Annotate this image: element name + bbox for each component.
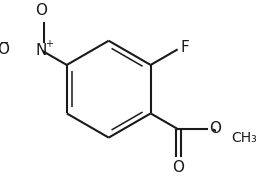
Text: −: − xyxy=(0,38,9,48)
Text: O: O xyxy=(35,3,47,18)
Text: N: N xyxy=(36,43,47,58)
Text: F: F xyxy=(180,40,189,55)
Text: O: O xyxy=(172,160,184,175)
Text: O: O xyxy=(209,121,221,136)
Text: O: O xyxy=(0,42,9,57)
Text: +: + xyxy=(45,39,53,49)
Text: CH₃: CH₃ xyxy=(231,131,257,145)
